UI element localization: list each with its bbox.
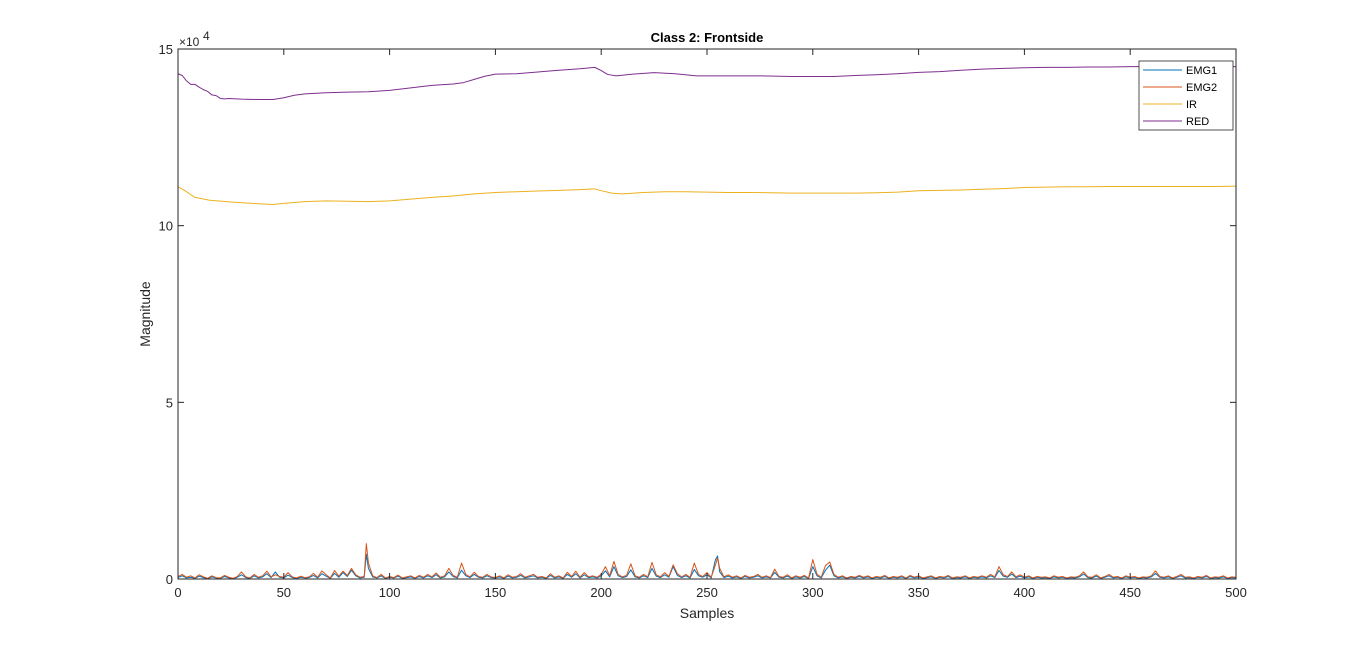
x-tick-label: 100 bbox=[379, 585, 401, 600]
y-exponent-base: ×10 bbox=[179, 35, 200, 49]
series-line-red bbox=[177, 66, 1236, 101]
legend-label-emg2: EMG2 bbox=[1186, 82, 1217, 94]
legend-items: EMG1 EMG2 IR RED bbox=[1143, 65, 1217, 128]
x-tick-label: 250 bbox=[696, 585, 718, 600]
legend: EMG1 EMG2 IR RED bbox=[1138, 60, 1234, 131]
x-tick-label: 300 bbox=[802, 585, 824, 600]
ticks-layer: 0 50 100 150 200 250 300 350 400 450 500 0 5 10 15 bbox=[159, 42, 1247, 600]
chart-title: Class 2: Frontside bbox=[651, 30, 764, 45]
plot-area bbox=[178, 49, 1236, 579]
x-tick-label: 50 bbox=[277, 585, 291, 600]
legend-label-emg1: EMG1 bbox=[1186, 65, 1217, 77]
legend-label-ir: IR bbox=[1186, 99, 1197, 111]
y-exponent-power: 4 bbox=[203, 29, 210, 43]
x-tick-label: 350 bbox=[908, 585, 930, 600]
series-layer bbox=[177, 66, 1237, 580]
y-tick-label: 5 bbox=[166, 395, 173, 410]
x-axis-label: Samples bbox=[680, 605, 734, 621]
x-tick-label: 500 bbox=[1225, 585, 1247, 600]
x-tick-label: 200 bbox=[590, 585, 612, 600]
series-line-ir bbox=[177, 185, 1237, 205]
x-tick-label: 450 bbox=[1119, 585, 1141, 600]
y-axis-label: Magnitude bbox=[137, 281, 153, 347]
y-tick-label: 0 bbox=[166, 572, 173, 587]
y-exponent-label: ×10 4 bbox=[179, 29, 210, 49]
y-tick-label: 10 bbox=[159, 219, 173, 234]
x-tick-label: 400 bbox=[1014, 585, 1036, 600]
legend-box bbox=[1138, 60, 1234, 131]
y-tick-label: 15 bbox=[159, 42, 173, 57]
x-tick-label: 150 bbox=[485, 585, 507, 600]
x-tick-label: 0 bbox=[174, 585, 181, 600]
legend-label-red: RED bbox=[1186, 116, 1209, 128]
series-line-emg2 bbox=[177, 543, 1237, 579]
